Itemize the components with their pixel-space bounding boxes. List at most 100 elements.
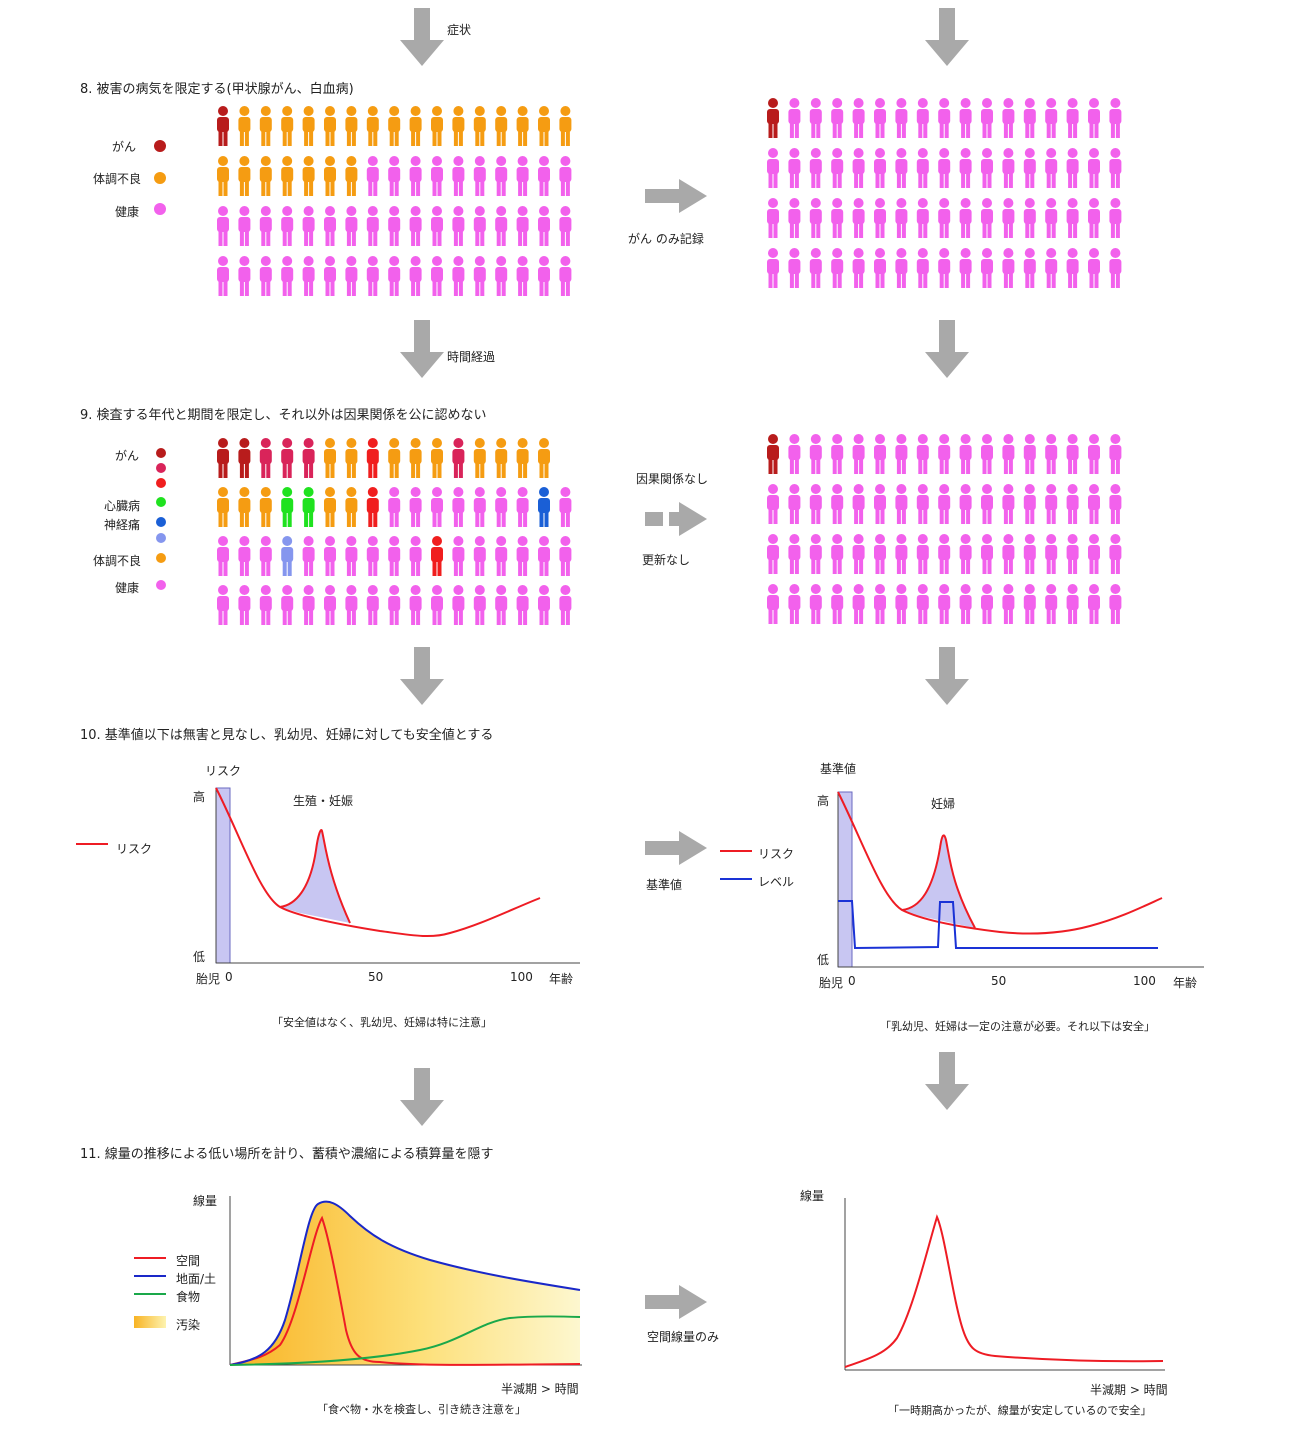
person-icon-fatigue bbox=[388, 106, 401, 146]
person-icon-healthy bbox=[409, 487, 422, 527]
person-icon-healthy bbox=[874, 484, 886, 524]
person-icon-healthy bbox=[938, 484, 951, 524]
down-arrow-icon bbox=[925, 1052, 969, 1110]
person-icon-healthy bbox=[916, 434, 929, 474]
person-icon-healthy bbox=[852, 248, 865, 288]
person-icon-healthy bbox=[409, 585, 422, 625]
legend-label-ground: 地面/土 bbox=[176, 1272, 217, 1286]
person-icon-healthy bbox=[452, 536, 465, 576]
person-icon-healthy bbox=[1066, 534, 1079, 574]
person-icon-fatigue bbox=[473, 106, 486, 146]
person-icon-healthy bbox=[1088, 198, 1100, 238]
risk-chart-left bbox=[215, 787, 580, 964]
person-icon-healthy bbox=[495, 487, 508, 527]
person-icon-healthy bbox=[516, 256, 529, 296]
person-icon-healthy bbox=[1002, 248, 1015, 288]
person-icon-cancer bbox=[302, 438, 315, 478]
person-icon-healthy bbox=[452, 156, 465, 196]
person-icon-healthy bbox=[895, 198, 908, 238]
pregnancy-annotation: 妊婦 bbox=[931, 797, 956, 811]
person-icon-fatigue bbox=[345, 487, 358, 527]
person-icon-healthy bbox=[788, 534, 801, 574]
person-icon-healthy bbox=[788, 434, 801, 474]
person-icon-healthy bbox=[431, 487, 443, 527]
person-icon-healthy bbox=[259, 585, 272, 625]
person-icon-cancer bbox=[767, 98, 779, 138]
person-icon-healthy bbox=[895, 584, 908, 624]
person-icon-healthy bbox=[831, 248, 844, 288]
person-icon-healthy bbox=[1088, 434, 1100, 474]
person-icon-healthy bbox=[538, 585, 550, 625]
person-icon-fatigue bbox=[538, 438, 550, 478]
person-icon-healthy bbox=[767, 148, 779, 188]
person-icon-cancer bbox=[259, 438, 272, 478]
person-icon-healthy bbox=[809, 584, 822, 624]
person-icon-healthy bbox=[302, 206, 315, 246]
person-icon-healthy bbox=[981, 584, 993, 624]
person-icon-healthy bbox=[1066, 98, 1079, 138]
person-icon-healthy bbox=[1002, 534, 1015, 574]
person-icon-healthy bbox=[1002, 434, 1015, 474]
person-icon-healthy bbox=[366, 585, 379, 625]
person-icon-healthy bbox=[452, 585, 465, 625]
person-icon-heart-disease bbox=[281, 487, 294, 527]
person-icon-healthy bbox=[217, 256, 229, 296]
person-icon-healthy bbox=[409, 206, 422, 246]
person-icon-healthy bbox=[809, 434, 822, 474]
person-icon-healthy bbox=[1066, 484, 1079, 524]
person-icon-cancer bbox=[366, 487, 379, 527]
person-icon-healthy bbox=[1023, 198, 1036, 238]
x-axis-label-age: 年齢 bbox=[549, 972, 574, 986]
person-icon-healthy bbox=[409, 536, 422, 576]
arrow-label-no-update: 更新なし bbox=[642, 553, 691, 567]
person-icon-healthy bbox=[1023, 248, 1036, 288]
legend-swatch-contamination bbox=[134, 1316, 166, 1328]
x-tick-100: 100 bbox=[1133, 974, 1156, 988]
person-icon-healthy bbox=[959, 584, 972, 624]
pregnancy-peak-curve bbox=[901, 834, 976, 929]
person-icon-healthy bbox=[1023, 434, 1036, 474]
person-icon-healthy bbox=[259, 256, 272, 296]
legend-label-contamination: 汚染 bbox=[176, 1318, 201, 1332]
person-icon-fatigue bbox=[324, 106, 336, 146]
person-icon-fatigue bbox=[388, 438, 401, 478]
person-icon-healthy bbox=[767, 248, 779, 288]
down-arrow-icon bbox=[400, 8, 444, 66]
person-icon-healthy bbox=[495, 536, 508, 576]
person-icon-healthy bbox=[366, 156, 379, 196]
person-icon-healthy bbox=[1109, 148, 1122, 188]
person-icon-healthy bbox=[1088, 98, 1100, 138]
section-11-title: 11. 線量の推移による低い場所を計り、蓄積や濃縮による積算量を隠す bbox=[80, 1147, 494, 1162]
person-icon-fatigue bbox=[324, 487, 336, 527]
person-icon-healthy bbox=[938, 434, 951, 474]
person-icon-healthy bbox=[452, 206, 465, 246]
person-icon-healthy bbox=[281, 206, 294, 246]
person-icon-healthy bbox=[959, 434, 972, 474]
person-icon-healthy bbox=[345, 256, 358, 296]
person-icon-healthy bbox=[1066, 434, 1079, 474]
person-icon-healthy bbox=[1045, 148, 1058, 188]
person-icon-healthy bbox=[431, 206, 443, 246]
person-icon-healthy bbox=[559, 487, 572, 527]
person-icon-healthy bbox=[516, 156, 529, 196]
person-icon-healthy bbox=[538, 536, 550, 576]
legend-line-risk bbox=[720, 850, 752, 852]
person-icon-healthy bbox=[916, 148, 929, 188]
person-icon-healthy bbox=[1088, 584, 1100, 624]
person-icon-healthy bbox=[895, 434, 908, 474]
person-icon-healthy bbox=[1088, 534, 1100, 574]
person-icon-fatigue bbox=[259, 106, 272, 146]
person-icon-healthy bbox=[1066, 248, 1079, 288]
section-10-title: 10. 基準値以下は無害と見なし、乳幼児、妊婦に対しても安全値とする bbox=[80, 728, 494, 743]
person-icon-healthy bbox=[1109, 484, 1122, 524]
dose-axis-label: 線量 bbox=[800, 1189, 825, 1203]
dose-chart-right bbox=[844, 1198, 1165, 1371]
x-tick-100: 100 bbox=[510, 970, 533, 984]
legend-dot-cancer bbox=[154, 140, 166, 152]
person-icon-healthy bbox=[959, 484, 972, 524]
person-icon-heart-disease bbox=[302, 487, 315, 527]
person-icon-healthy bbox=[495, 256, 508, 296]
person-icon-healthy bbox=[1023, 148, 1036, 188]
person-icon-healthy bbox=[831, 98, 844, 138]
person-icon-healthy bbox=[981, 534, 993, 574]
